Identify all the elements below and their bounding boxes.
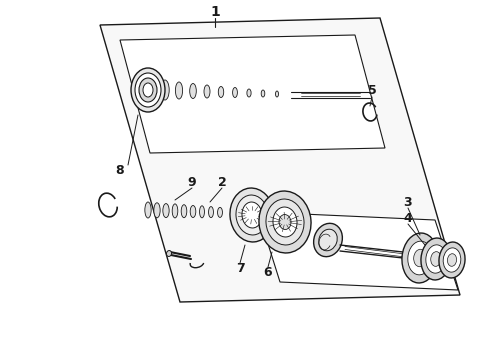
Ellipse shape	[247, 89, 251, 97]
Ellipse shape	[175, 82, 183, 99]
Ellipse shape	[318, 229, 337, 251]
Text: 4: 4	[404, 212, 413, 225]
Ellipse shape	[447, 254, 457, 266]
Ellipse shape	[402, 233, 438, 283]
Ellipse shape	[190, 206, 196, 217]
Ellipse shape	[439, 242, 465, 278]
Text: 3: 3	[404, 195, 412, 208]
Ellipse shape	[236, 195, 268, 235]
Ellipse shape	[414, 249, 426, 267]
Ellipse shape	[242, 202, 262, 228]
Ellipse shape	[143, 83, 153, 97]
Ellipse shape	[135, 73, 161, 107]
Ellipse shape	[443, 248, 461, 272]
Text: 7: 7	[236, 261, 245, 274]
Ellipse shape	[209, 207, 214, 217]
Ellipse shape	[273, 207, 297, 237]
Text: 9: 9	[188, 176, 196, 189]
Ellipse shape	[431, 252, 441, 266]
Ellipse shape	[426, 245, 446, 273]
Ellipse shape	[279, 215, 291, 229]
Text: 1: 1	[210, 5, 220, 19]
Ellipse shape	[131, 68, 165, 112]
Ellipse shape	[218, 207, 222, 217]
Ellipse shape	[408, 241, 432, 275]
Ellipse shape	[314, 223, 343, 257]
Ellipse shape	[161, 80, 169, 100]
Polygon shape	[258, 212, 458, 290]
Text: 8: 8	[116, 163, 124, 176]
Ellipse shape	[261, 90, 265, 97]
Ellipse shape	[230, 188, 274, 242]
Ellipse shape	[163, 204, 169, 217]
Text: 6: 6	[264, 266, 272, 279]
Polygon shape	[120, 35, 385, 153]
Ellipse shape	[266, 199, 304, 245]
Text: 5: 5	[368, 84, 376, 96]
Ellipse shape	[259, 191, 311, 253]
Ellipse shape	[199, 206, 204, 218]
Ellipse shape	[145, 202, 151, 218]
Ellipse shape	[233, 87, 237, 98]
Ellipse shape	[154, 203, 160, 218]
Ellipse shape	[421, 238, 451, 280]
Text: 2: 2	[218, 176, 226, 189]
Ellipse shape	[219, 86, 224, 98]
Ellipse shape	[275, 91, 278, 97]
Ellipse shape	[139, 78, 157, 102]
Polygon shape	[100, 18, 460, 302]
Ellipse shape	[190, 84, 196, 99]
Ellipse shape	[167, 251, 172, 256]
Ellipse shape	[172, 204, 178, 218]
Ellipse shape	[181, 205, 187, 218]
Ellipse shape	[204, 85, 210, 98]
